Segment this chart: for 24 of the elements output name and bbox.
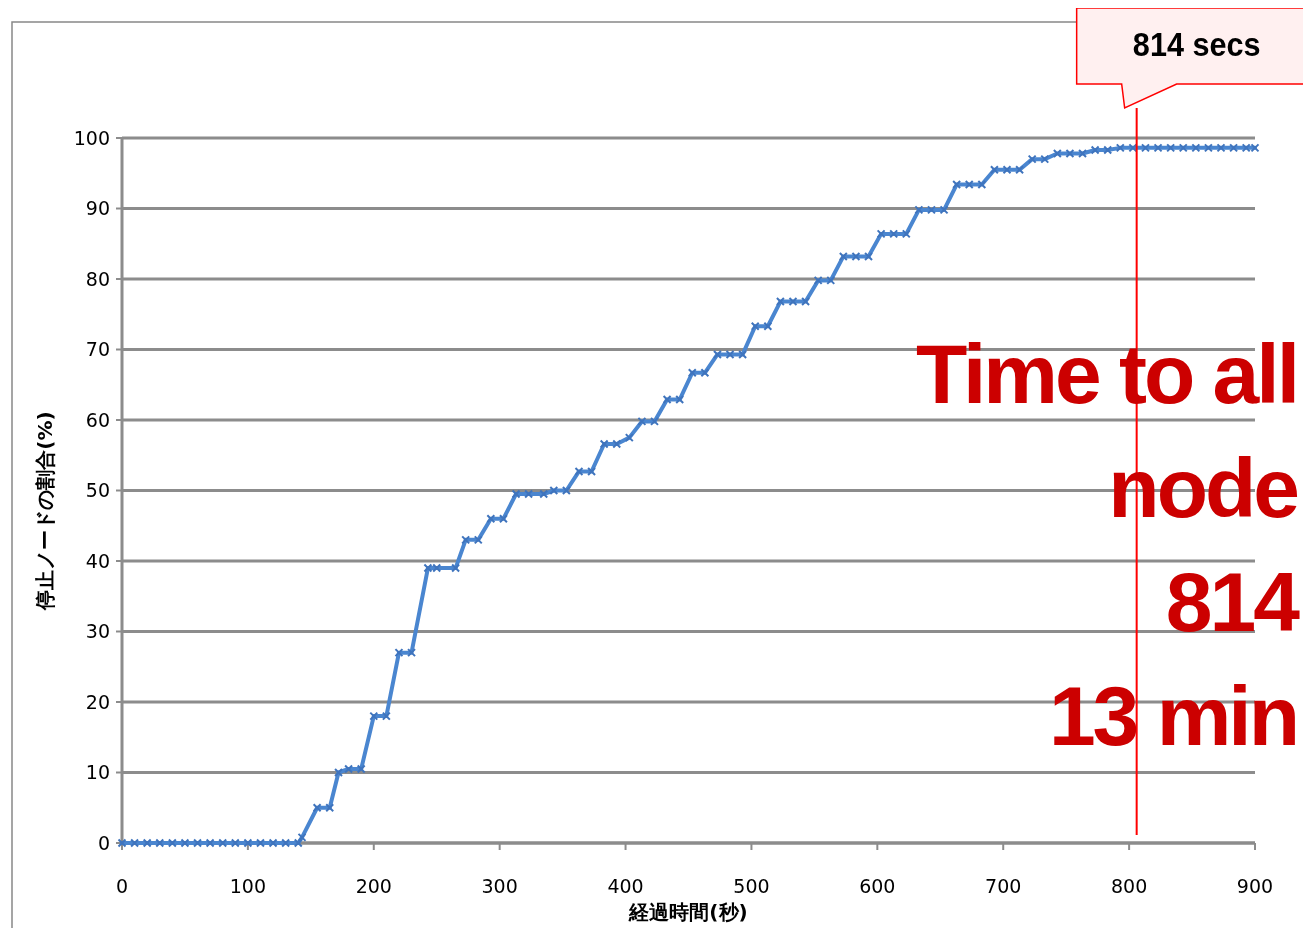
y-tick-label: 0 [97, 831, 110, 854]
y-tick-label: 40 [85, 549, 110, 572]
x-axis-title: 経過時間(秒) [628, 900, 748, 924]
y-axis-title: 停止ノードの割合(%) [33, 411, 57, 611]
x-tick-label: 300 [481, 875, 518, 897]
y-tick-label: 50 [85, 479, 110, 502]
x-tick-label: 700 [985, 875, 1022, 897]
y-tick-label: 20 [85, 690, 110, 713]
y-tick-label: 10 [85, 761, 110, 784]
y-tick-label: 60 [85, 408, 110, 431]
x-tick-label: 0 [115, 875, 129, 897]
x-tick-label: 100 [229, 875, 267, 897]
ref-line-label: 814 secs [1132, 25, 1261, 64]
x-tick-label: 900 [1236, 875, 1274, 897]
x-tick-label: 800 [1110, 875, 1148, 897]
y-tick-label: 100 [73, 126, 110, 149]
x-tick-label: 500 [733, 875, 770, 897]
y-tick-label: 30 [85, 620, 110, 643]
y-tick-label: 90 [85, 197, 110, 220]
x-tick-label: 200 [355, 875, 392, 897]
x-tick-label: 600 [859, 875, 896, 897]
y-tick-label: 80 [85, 267, 110, 290]
y-tick-label: 70 [85, 338, 110, 361]
x-tick-label: 400 [607, 875, 644, 897]
